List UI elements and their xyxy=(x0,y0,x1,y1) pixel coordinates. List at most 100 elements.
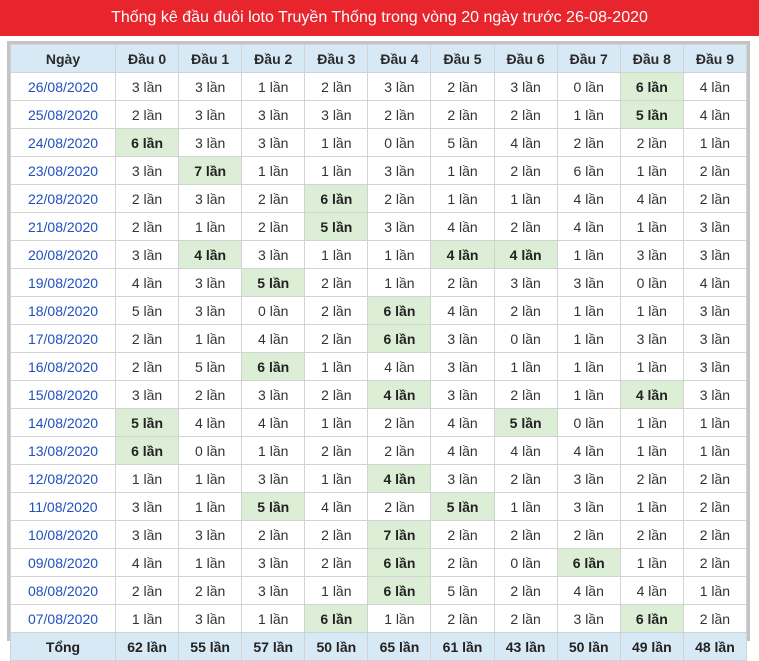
count-cell: 0 lần xyxy=(556,72,621,101)
count-cell: 4 lần xyxy=(682,100,748,129)
row-date: 26/08/2020 xyxy=(10,72,116,101)
count-cell: 2 lần xyxy=(619,520,684,549)
count-cell: 3 lần xyxy=(556,268,621,297)
count-cell: 3 lần xyxy=(241,128,306,157)
highlight-cell: 6 lần xyxy=(241,352,306,381)
row-date: 15/08/2020 xyxy=(10,380,116,409)
count-cell: 3 lần xyxy=(178,72,243,101)
count-cell: 2 lần xyxy=(493,212,558,241)
table-row: 12/08/2020 1 lần 1 lần 3 lần 1 lần 4 lần 3 lần… xyxy=(10,464,748,493)
highlight-cell: 7 lần xyxy=(178,156,243,185)
count-cell: 3 lần xyxy=(178,604,243,633)
highlight-cell: 6 lần xyxy=(367,324,432,353)
count-cell: 2 lần xyxy=(682,464,748,493)
column-header-dau-7: Đầu 7 xyxy=(556,44,621,73)
highlight-cell: 6 lần xyxy=(619,72,684,101)
column-header-dau-9: Đầu 9 xyxy=(682,44,748,73)
count-cell: 0 lần xyxy=(241,296,306,325)
count-cell: 1 lần xyxy=(493,184,558,213)
count-cell: 2 lần xyxy=(493,380,558,409)
count-cell: 2 lần xyxy=(304,324,369,353)
highlight-cell: 5 lần xyxy=(241,268,306,297)
count-cell: 3 lần xyxy=(682,352,748,381)
count-cell: 2 lần xyxy=(114,212,180,241)
row-date: 25/08/2020 xyxy=(10,100,116,129)
column-header-dau-0: Đầu 0 xyxy=(114,44,180,73)
highlight-cell: 7 lần xyxy=(367,520,432,549)
count-cell: 3 lần xyxy=(178,296,243,325)
row-date: 24/08/2020 xyxy=(10,128,116,157)
row-date: 12/08/2020 xyxy=(10,464,116,493)
count-cell: 2 lần xyxy=(430,548,495,577)
highlight-cell: 6 lần xyxy=(367,296,432,325)
count-cell: 1 lần xyxy=(367,240,432,269)
count-cell: 1 lần xyxy=(619,548,684,577)
count-cell: 1 lần xyxy=(304,156,369,185)
count-cell: 1 lần xyxy=(619,492,684,521)
count-cell: 2 lần xyxy=(682,548,748,577)
row-date: 23/08/2020 xyxy=(10,156,116,185)
row-date: 20/08/2020 xyxy=(10,240,116,269)
count-cell: 6 lần xyxy=(556,156,621,185)
table-row: 08/08/2020 2 lần 2 lần 3 lần 1 lần 6 lần 5 lần… xyxy=(10,576,748,605)
count-cell: 3 lần xyxy=(241,464,306,493)
count-cell: 2 lần xyxy=(493,296,558,325)
table-row: 16/08/2020 2 lần 5 lần 6 lần 1 lần 4 lần 3 lần… xyxy=(10,352,748,381)
count-cell: 5 lần xyxy=(178,352,243,381)
count-cell: 4 lần xyxy=(430,408,495,437)
row-date: 08/08/2020 xyxy=(10,576,116,605)
count-cell: 4 lần xyxy=(367,352,432,381)
count-cell: 1 lần xyxy=(619,156,684,185)
highlight-cell: 4 lần xyxy=(178,240,243,269)
count-cell: 1 lần xyxy=(619,352,684,381)
count-cell: 1 lần xyxy=(304,352,369,381)
count-cell: 2 lần xyxy=(304,72,369,101)
count-cell: 2 lần xyxy=(304,380,369,409)
count-cell: 1 lần xyxy=(367,604,432,633)
count-cell: 3 lần xyxy=(556,492,621,521)
count-cell: 3 lần xyxy=(367,212,432,241)
count-cell: 4 lần xyxy=(241,408,306,437)
count-cell: 2 lần xyxy=(430,268,495,297)
count-cell: 3 lần xyxy=(682,212,748,241)
count-cell: 2 lần xyxy=(493,156,558,185)
highlight-cell: 4 lần xyxy=(367,380,432,409)
row-date: 22/08/2020 xyxy=(10,184,116,213)
count-cell: 2 lần xyxy=(430,100,495,129)
count-cell: 3 lần xyxy=(430,352,495,381)
count-cell: 2 lần xyxy=(556,128,621,157)
count-cell: 3 lần xyxy=(367,156,432,185)
count-cell: 1 lần xyxy=(619,408,684,437)
count-cell: 4 lần xyxy=(430,212,495,241)
count-cell: 2 lần xyxy=(367,492,432,521)
count-cell: 4 lần xyxy=(556,184,621,213)
count-cell: 2 lần xyxy=(304,548,369,577)
count-cell: 3 lần xyxy=(493,72,558,101)
count-cell: 3 lần xyxy=(114,156,180,185)
highlight-cell: 5 lần xyxy=(241,492,306,521)
column-header-dau-4: Đầu 4 xyxy=(367,44,432,73)
count-cell: 4 lần xyxy=(304,492,369,521)
count-cell: 1 lần xyxy=(493,352,558,381)
highlight-cell: 5 lần xyxy=(114,408,180,437)
count-cell: 1 lần xyxy=(619,212,684,241)
count-cell: 1 lần xyxy=(304,128,369,157)
table-row: 22/08/2020 2 lần 3 lần 2 lần 6 lần 2 lần 1 lần… xyxy=(10,184,748,213)
count-cell: 4 lần xyxy=(682,268,748,297)
column-header-dau-1: Đầu 1 xyxy=(178,44,243,73)
count-cell: 3 lần xyxy=(178,128,243,157)
count-cell: 3 lần xyxy=(682,324,748,353)
count-cell: 1 lần xyxy=(241,156,306,185)
page-title: Thống kê đầu đuôi loto Truyền Thống tron… xyxy=(0,0,759,36)
count-cell: 0 lần xyxy=(493,548,558,577)
highlight-cell: 6 lần xyxy=(304,604,369,633)
count-cell: 1 lần xyxy=(241,436,306,465)
count-cell: 3 lần xyxy=(178,184,243,213)
count-cell: 3 lần xyxy=(367,72,432,101)
count-cell: 2 lần xyxy=(241,184,306,213)
count-cell: 3 lần xyxy=(682,380,748,409)
count-cell: 1 lần xyxy=(682,436,748,465)
